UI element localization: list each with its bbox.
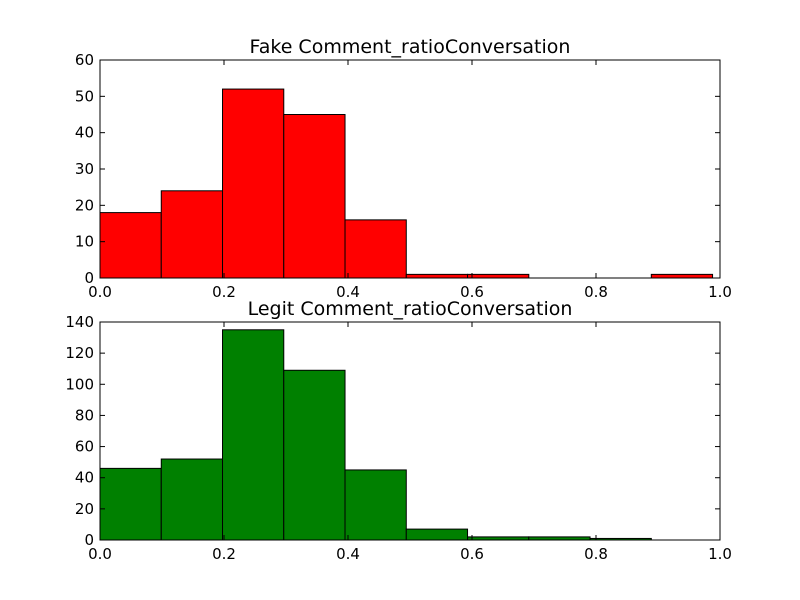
legit-y-tick-label-4: 80 bbox=[75, 406, 94, 424]
legit-y-tick-label-3: 60 bbox=[75, 438, 94, 456]
fake-bar-5 bbox=[405, 273, 469, 279]
legit-bar-1 bbox=[160, 458, 224, 541]
legit-y-tick-label-6: 120 bbox=[65, 344, 94, 362]
fake-y-tick-label-3: 30 bbox=[75, 160, 94, 178]
fake-y-tick-label-6: 60 bbox=[75, 51, 94, 69]
fake-y-tick-label-1: 10 bbox=[75, 233, 94, 251]
legit-chart-title: Legit Comment_ratioConversation bbox=[248, 298, 573, 320]
legit-bar-4 bbox=[344, 469, 407, 541]
legit-axes-frame bbox=[99, 321, 721, 541]
fake-bar-3 bbox=[283, 114, 346, 279]
fake-y-tick-label-0: 0 bbox=[84, 269, 94, 287]
legit-bar-2 bbox=[222, 329, 285, 541]
fake-y-tick-label-4: 40 bbox=[75, 124, 94, 142]
fake-histogram-panel: Fake Comment_ratioConversation 0.0 0.2 0.4… bbox=[75, 36, 732, 301]
legit-bar-3 bbox=[283, 369, 346, 541]
fake-x-tick-label-1: 0.2 bbox=[212, 283, 236, 301]
fake-bar-4 bbox=[344, 219, 407, 279]
fake-x-tick-label-2: 0.4 bbox=[336, 283, 360, 301]
fake-bar-6 bbox=[467, 273, 530, 279]
legit-x-tick-label-5: 1.0 bbox=[708, 545, 732, 563]
legit-x-tick-label-4: 0.8 bbox=[584, 545, 608, 563]
fake-bar-1 bbox=[160, 190, 224, 279]
fake-bar-0 bbox=[99, 212, 162, 279]
legit-bar-5 bbox=[405, 528, 469, 541]
fake-x-tick-label-4: 0.8 bbox=[584, 283, 608, 301]
legit-y-tick-label-7: 140 bbox=[65, 313, 94, 331]
legit-x-tick-label-2: 0.4 bbox=[336, 545, 360, 563]
legit-histogram-panel: Legit Comment_ratioConversation 0.0 0.2 0.… bbox=[65, 298, 732, 563]
legit-y-tick-label-0: 0 bbox=[84, 531, 94, 549]
legit-bar-0 bbox=[99, 467, 162, 541]
legit-y-tick-label-2: 40 bbox=[75, 469, 94, 487]
fake-x-tick-label-5: 1.0 bbox=[708, 283, 732, 301]
fake-chart-title: Fake Comment_ratioConversation bbox=[250, 36, 571, 58]
legit-y-tick-label-5: 100 bbox=[65, 375, 94, 393]
fake-y-tick-label-5: 50 bbox=[75, 87, 94, 105]
fake-y-tick-label-2: 20 bbox=[75, 196, 94, 214]
legit-x-tick-label-3: 0.6 bbox=[460, 545, 484, 563]
legit-x-tick-label-0: 0.0 bbox=[88, 545, 112, 563]
fake-bar-9 bbox=[650, 273, 714, 279]
fake-bar-2 bbox=[222, 88, 285, 279]
legit-y-tick-label-1: 20 bbox=[75, 500, 94, 518]
legit-x-tick-label-1: 0.2 bbox=[212, 545, 236, 563]
fake-x-tick-label-3: 0.6 bbox=[460, 283, 484, 301]
fake-x-tick-label-0: 0.0 bbox=[88, 283, 112, 301]
